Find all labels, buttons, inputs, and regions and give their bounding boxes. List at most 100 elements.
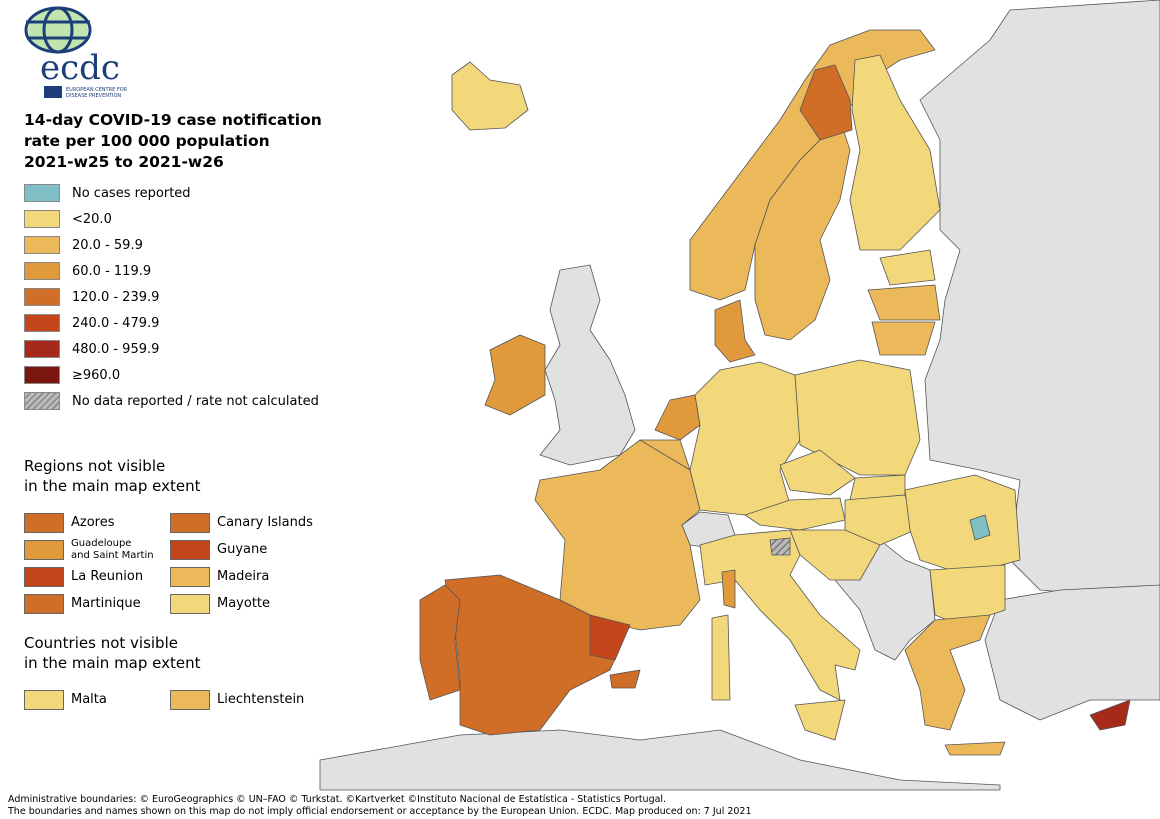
legend-swatch	[24, 288, 60, 306]
legend-item: No cases reported	[24, 180, 319, 206]
region-iceland	[451, 61, 529, 131]
region-sweden-north	[799, 64, 853, 141]
legend-label: Canary Islands	[217, 515, 313, 530]
legend-item: 20.0 - 59.9	[24, 232, 319, 258]
legend-label: 60.0 - 119.9	[72, 263, 152, 279]
legend-label: Mayotte	[217, 596, 271, 611]
countries-legend: Malta Liechtenstein	[24, 689, 316, 710]
legend-label: La Reunion	[71, 569, 144, 584]
legend-swatch	[24, 314, 60, 332]
legend-label: Guadeloupe and Saint Martin	[71, 537, 154, 561]
region-uk	[539, 264, 636, 466]
legend-swatch	[24, 366, 60, 384]
region-turkey	[984, 584, 1160, 721]
legend-swatch	[24, 210, 60, 228]
footer-line-2: The boundaries and names shown on this m…	[8, 806, 752, 817]
region-sweden	[754, 119, 851, 341]
svg-text:DISEASE PREVENTION: DISEASE PREVENTION	[66, 93, 121, 99]
region-russia-east	[919, 0, 1160, 601]
countries-section-title: Countries not visible in the main map ex…	[24, 634, 201, 672]
legend-swatch	[24, 262, 60, 280]
legend-item: Martinique	[24, 593, 170, 614]
footer: Administrative boundaries: © EuroGeograp…	[8, 794, 752, 818]
legend: No cases reported <20.0 20.0 - 59.9 60.0 - …	[24, 180, 319, 414]
legend-swatch	[24, 512, 64, 533]
region-latvia	[867, 284, 941, 321]
legend-item: 60.0 - 119.9	[24, 258, 319, 284]
legend-label: 480.0 - 959.9	[72, 341, 160, 357]
region-poland	[794, 359, 921, 476]
region-romania	[904, 474, 1021, 576]
region-sardinia	[711, 614, 731, 701]
legend-item: 480.0 - 959.9	[24, 336, 319, 362]
legend-swatch	[170, 539, 210, 560]
legend-item: ≥960.0	[24, 362, 319, 388]
legend-item: No data reported / rate not calculated	[24, 388, 319, 414]
region-ireland	[484, 334, 546, 416]
region-portugal	[419, 584, 461, 701]
region-germany	[689, 361, 801, 516]
region-balearic	[609, 669, 641, 689]
region-spain	[444, 574, 631, 736]
svg-text:ecdc: ecdc	[40, 48, 120, 88]
region-hungary	[844, 494, 916, 546]
ecdc-logo: ecdc EUROPEAN CENTRE FOR DISEASE PREVENT…	[20, 4, 135, 102]
region-crete	[944, 741, 1006, 756]
legend-item: <20.0	[24, 206, 319, 232]
legend-item: La Reunion	[24, 566, 170, 587]
legend-label: Malta	[71, 692, 107, 707]
region-greece	[904, 614, 991, 731]
footer-line-1: Administrative boundaries: © EuroGeograp…	[8, 794, 667, 805]
legend-swatch	[24, 593, 64, 614]
legend-swatch	[24, 236, 60, 254]
region-italy	[699, 529, 861, 701]
map-title: 14-day COVID-19 case notification rate p…	[24, 111, 322, 171]
region-no-cases	[969, 514, 991, 541]
legend-swatch	[24, 689, 64, 710]
legend-item: Canary Islands	[170, 512, 316, 533]
legend-label: Guyane	[217, 542, 268, 557]
region-netherlands	[654, 394, 701, 441]
legend-swatch	[24, 566, 64, 587]
legend-item: 120.0 - 239.9	[24, 284, 319, 310]
legend-label: 120.0 - 239.9	[72, 289, 160, 305]
region-catalonia	[589, 614, 631, 661]
legend-swatch	[170, 512, 210, 533]
legend-swatch	[170, 566, 210, 587]
legend-item: Azores	[24, 512, 170, 533]
legend-swatch	[24, 340, 60, 358]
legend-label: Martinique	[71, 596, 141, 611]
region-france	[534, 439, 701, 631]
legend-label: 240.0 - 479.9	[72, 315, 160, 331]
legend-item: Mayotte	[170, 593, 316, 614]
legend-label: Azores	[71, 515, 115, 530]
legend-item: 240.0 - 479.9	[24, 310, 319, 336]
region-no-data	[769, 537, 791, 556]
legend-item: Guyane	[170, 539, 316, 560]
legend-swatch	[24, 392, 60, 410]
regions-legend: Azores Canary Islands Guadeloupe and Saint…	[24, 512, 316, 614]
legend-label: 20.0 - 59.9	[72, 237, 143, 253]
region-czechia	[779, 449, 856, 496]
region-denmark	[714, 299, 756, 363]
region-estonia	[879, 249, 936, 286]
region-finland	[849, 54, 941, 251]
legend-label: <20.0	[72, 211, 112, 227]
legend-item: Guadeloupe and Saint Martin	[24, 537, 170, 561]
region-north-africa	[319, 729, 1001, 791]
legend-label: No data reported / rate not calculated	[72, 393, 319, 409]
legend-swatch	[24, 184, 60, 202]
regions-section-title: Regions not visible in the main map exte…	[24, 457, 201, 495]
legend-label: Madeira	[217, 569, 270, 584]
legend-swatch	[170, 689, 210, 710]
legend-label: ≥960.0	[72, 367, 121, 383]
legend-label: Liechtenstein	[217, 692, 305, 707]
region-corsica	[721, 569, 736, 609]
region-lithuania	[871, 321, 936, 356]
svg-text:EUROPEAN CENTRE FOR: EUROPEAN CENTRE FOR	[66, 87, 128, 93]
region-sicily	[794, 699, 846, 741]
legend-label: No cases reported	[72, 185, 191, 201]
region-cyprus	[1089, 699, 1131, 731]
legend-swatch	[170, 593, 210, 614]
